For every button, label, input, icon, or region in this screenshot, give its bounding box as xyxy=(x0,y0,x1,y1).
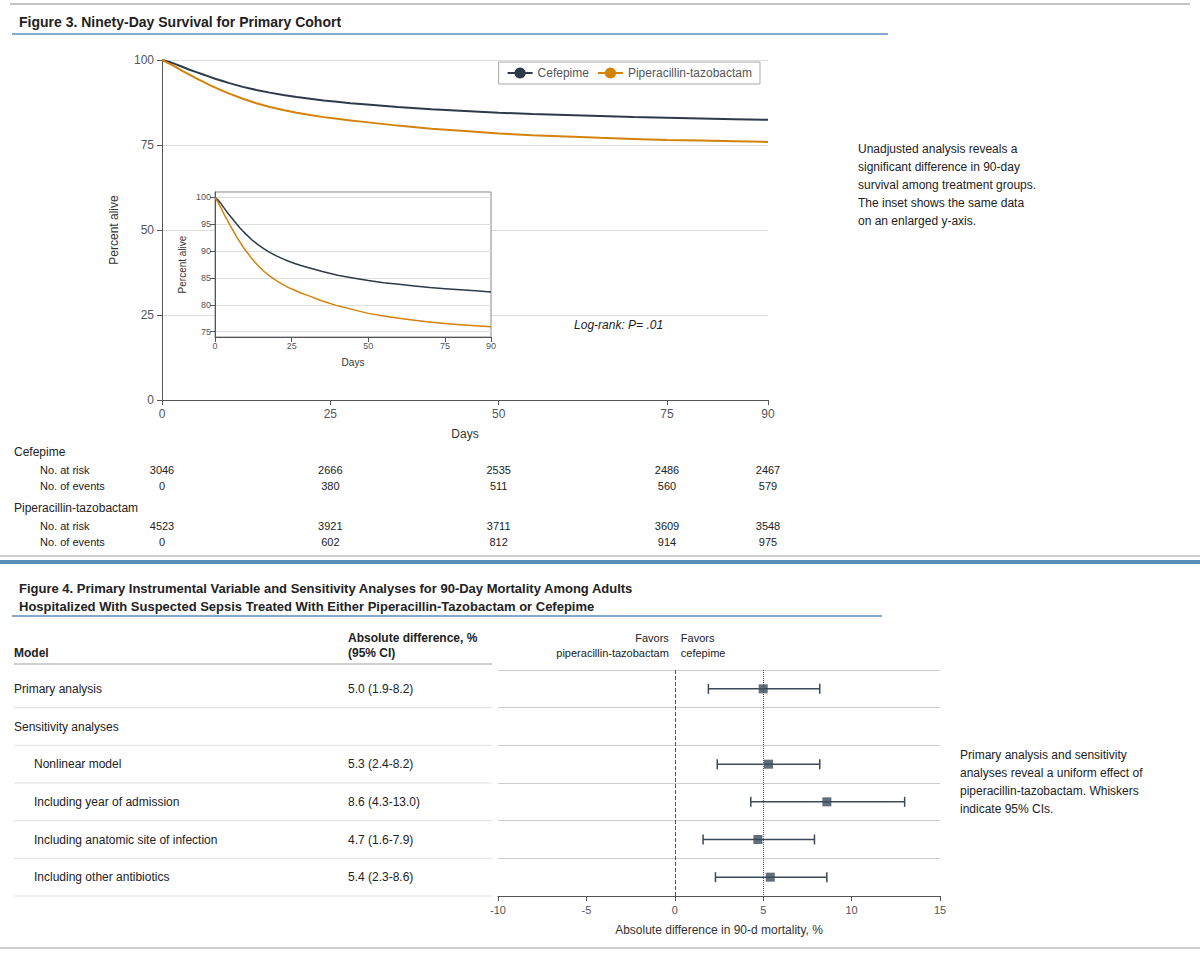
svg-text:75: 75 xyxy=(660,407,674,421)
svg-text:Favors: Favors xyxy=(681,632,715,644)
svg-text:95: 95 xyxy=(201,219,211,229)
svg-text:Model: Model xyxy=(14,646,49,660)
svg-text:85: 85 xyxy=(201,273,211,283)
svg-text:2535: 2535 xyxy=(486,464,510,476)
svg-text:3046: 3046 xyxy=(150,464,174,476)
svg-text:511: 511 xyxy=(490,480,508,492)
svg-text:Unadjusted analysis reveals a: Unadjusted analysis reveals a xyxy=(858,142,1018,156)
svg-text:3548: 3548 xyxy=(756,520,780,532)
svg-text:Including year of admission: Including year of admission xyxy=(34,795,179,809)
svg-text:Primary analysis and sensitivi: Primary analysis and sensitivity xyxy=(960,748,1127,762)
svg-text:-10: -10 xyxy=(490,904,506,916)
svg-text:50: 50 xyxy=(492,407,506,421)
svg-text:4.7 (1.6-7.9): 4.7 (1.6-7.9) xyxy=(348,833,413,847)
svg-text:2467: 2467 xyxy=(756,464,780,476)
svg-text:piperacillin-tazobactam: piperacillin-tazobactam xyxy=(556,647,669,659)
svg-text:812: 812 xyxy=(489,536,507,548)
svg-text:piperacillin-tazobactam. Whisk: piperacillin-tazobactam. Whiskers xyxy=(960,784,1139,798)
svg-text:cefepime: cefepime xyxy=(681,647,726,659)
svg-text:Primary analysis: Primary analysis xyxy=(14,682,102,696)
svg-text:Percent alive: Percent alive xyxy=(107,195,121,265)
svg-text:50: 50 xyxy=(363,341,373,351)
svg-text:25: 25 xyxy=(287,341,297,351)
svg-text:0: 0 xyxy=(147,393,154,407)
svg-text:on an enlarged y-axis.: on an enlarged y-axis. xyxy=(858,214,976,228)
svg-text:No. of events: No. of events xyxy=(40,480,105,492)
svg-text:0: 0 xyxy=(159,407,166,421)
svg-text:0: 0 xyxy=(159,536,165,548)
svg-text:3921: 3921 xyxy=(318,520,342,532)
svg-text:No. of events: No. of events xyxy=(40,536,105,548)
svg-text:Absolute difference, %: Absolute difference, % xyxy=(348,631,478,645)
svg-text:0: 0 xyxy=(672,904,678,916)
svg-text:The inset shows the same data: The inset shows the same data xyxy=(858,196,1024,210)
svg-text:Sensitivity analyses: Sensitivity analyses xyxy=(14,720,119,734)
svg-text:(95% CI): (95% CI) xyxy=(348,646,395,660)
svg-text:analyses reveal a uniform effe: analyses reveal a uniform effect of xyxy=(960,766,1143,780)
svg-text:Cefepime: Cefepime xyxy=(14,445,66,459)
svg-text:579: 579 xyxy=(759,480,777,492)
svg-text:100: 100 xyxy=(196,192,211,202)
svg-text:5.4 (2.3-8.6): 5.4 (2.3-8.6) xyxy=(348,870,413,884)
svg-text:560: 560 xyxy=(658,480,676,492)
svg-text:Days: Days xyxy=(451,427,478,441)
svg-text:975: 975 xyxy=(759,536,777,548)
svg-text:survival among treatment group: survival among treatment groups. xyxy=(858,178,1036,192)
svg-text:914: 914 xyxy=(658,536,676,548)
svg-text:Log-rank: P= .01: Log-rank: P= .01 xyxy=(574,318,663,332)
svg-text:-5: -5 xyxy=(582,904,592,916)
svg-text:90: 90 xyxy=(201,246,211,256)
svg-text:significant difference in 90-d: significant difference in 90-day xyxy=(858,160,1020,174)
svg-text:Nonlinear model: Nonlinear model xyxy=(34,757,121,771)
svg-text:2486: 2486 xyxy=(655,464,679,476)
svg-text:No. at risk: No. at risk xyxy=(40,520,90,532)
svg-text:No. at risk: No. at risk xyxy=(40,464,90,476)
svg-text:Figure 3. Ninety-Day Survival: Figure 3. Ninety-Day Survival for Primar… xyxy=(19,14,341,30)
svg-text:80: 80 xyxy=(201,300,211,310)
svg-text:5.3 (2.4-8.2): 5.3 (2.4-8.2) xyxy=(348,757,413,771)
svg-text:3711: 3711 xyxy=(487,520,511,532)
svg-text:0: 0 xyxy=(159,480,165,492)
svg-text:Including anatomic site of inf: Including anatomic site of infection xyxy=(34,833,217,847)
svg-text:indicate 95% CIs.: indicate 95% CIs. xyxy=(960,802,1053,816)
svg-text:90: 90 xyxy=(761,407,775,421)
svg-text:100: 100 xyxy=(134,53,154,67)
svg-text:75: 75 xyxy=(141,138,155,152)
svg-text:Favors: Favors xyxy=(635,632,669,644)
svg-text:75: 75 xyxy=(201,327,211,337)
svg-text:380: 380 xyxy=(321,480,339,492)
svg-text:Percent alive: Percent alive xyxy=(177,235,188,293)
svg-text:Piperacillin-tazobactam: Piperacillin-tazobactam xyxy=(14,501,138,515)
svg-text:0: 0 xyxy=(212,341,217,351)
svg-text:Including other antibiotics: Including other antibiotics xyxy=(34,870,169,884)
svg-text:Days: Days xyxy=(342,357,365,368)
svg-text:50: 50 xyxy=(141,223,155,237)
svg-text:25: 25 xyxy=(324,407,338,421)
svg-text:Cefepime: Cefepime xyxy=(538,66,590,80)
svg-text:Hospitalized With Suspected Se: Hospitalized With Suspected Sepsis Treat… xyxy=(19,599,594,614)
svg-text:3609: 3609 xyxy=(655,520,679,532)
svg-text:Absolute difference in 90-d mo: Absolute difference in 90-d mortality, % xyxy=(615,923,823,937)
svg-text:90: 90 xyxy=(486,341,496,351)
svg-text:602: 602 xyxy=(321,536,339,548)
svg-text:15: 15 xyxy=(934,904,946,916)
svg-text:25: 25 xyxy=(141,308,155,322)
svg-text:Figure 4. Primary Instrumental: Figure 4. Primary Instrumental Variable … xyxy=(19,581,632,596)
svg-text:10: 10 xyxy=(845,904,857,916)
svg-text:2666: 2666 xyxy=(318,464,342,476)
svg-text:4523: 4523 xyxy=(150,520,174,532)
svg-text:75: 75 xyxy=(440,341,450,351)
svg-text:8.6 (4.3-13.0): 8.6 (4.3-13.0) xyxy=(348,795,420,809)
svg-text:Piperacillin-tazobactam: Piperacillin-tazobactam xyxy=(628,66,752,80)
svg-text:5.0 (1.9-8.2): 5.0 (1.9-8.2) xyxy=(348,682,413,696)
svg-text:5: 5 xyxy=(760,904,766,916)
